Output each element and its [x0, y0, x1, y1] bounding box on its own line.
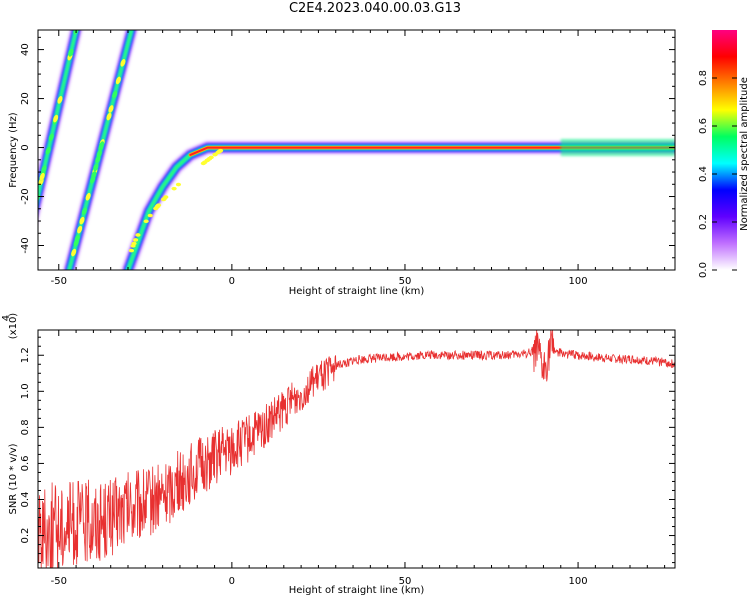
heatmap-feature-0 — [38, 30, 83, 225]
y-tick-label: 0.2 — [20, 528, 31, 544]
y-tick-label: 0.8 — [20, 419, 31, 435]
y-multiplier: (x10) — [8, 313, 19, 340]
y-tick-label: 0.4 — [20, 492, 31, 508]
y-tick-label: -40 — [20, 237, 31, 253]
plot-frame — [37, 329, 676, 569]
heatmap-feature-2 — [120, 138, 675, 270]
y-tick-label: 1.0 — [20, 383, 31, 399]
x-tick-label: -50 — [51, 576, 67, 587]
chart-title: C2E4.2023.040.00.03.G13 — [288, 1, 462, 16]
y-axis-label: Frequency (Hz) — [8, 112, 19, 188]
colorbar-tick-label: 0.8 — [698, 70, 709, 86]
heatmap-area — [38, 30, 675, 270]
plot-frame — [37, 29, 676, 271]
colorbar-label: Normalized spectral amplitude — [739, 77, 750, 231]
heatmap-feature-1 — [62, 30, 139, 270]
y-tick-label: 1.2 — [20, 347, 31, 363]
x-tick-label: 50 — [399, 276, 412, 287]
x-tick-label: 0 — [229, 276, 235, 287]
y-tick-label: 0.6 — [20, 455, 31, 471]
colorbar-tick-label: 0.4 — [698, 166, 709, 182]
snr-series-line — [38, 330, 675, 568]
spectrogram-plot: -50 0 50 100 -40 -20 0 20 40 Height of straight l… — [8, 29, 676, 297]
x-tick-label: 100 — [569, 276, 588, 287]
x-tick-label: 50 — [399, 576, 412, 587]
y-tick-label: -20 — [20, 188, 31, 204]
x-axis-label: Height of straight line (km) — [289, 286, 425, 297]
y-tick-label: 20 — [20, 92, 31, 105]
colorbar-gradient — [712, 30, 737, 270]
x-tick-label: 0 — [229, 576, 235, 587]
y-tick-label: 40 — [20, 43, 31, 56]
y-tick-label: 0 — [20, 144, 31, 150]
x-axis-label: Height of straight line (km) — [289, 585, 425, 596]
colorbar-tick-label: 0.6 — [698, 118, 709, 134]
snr-plot: -50 0 50 100 0.2 0.4 0.6 0.8 1.0 1.2 Height of str… — [1, 313, 676, 596]
colorbar: 0.0 0.2 0.4 0.6 0.8 Normalized spectral ampli… — [698, 30, 750, 278]
x-tick-label: 100 — [569, 576, 588, 587]
x-tick-label: -50 — [51, 276, 67, 287]
y-axis-label: SNR (10 * v/v) — [8, 443, 19, 514]
colorbar-tick-label: 0.2 — [698, 214, 709, 230]
colorbar-tick-label: 0.0 — [698, 262, 709, 278]
y-multiplier-exponent: 4 — [1, 315, 12, 321]
